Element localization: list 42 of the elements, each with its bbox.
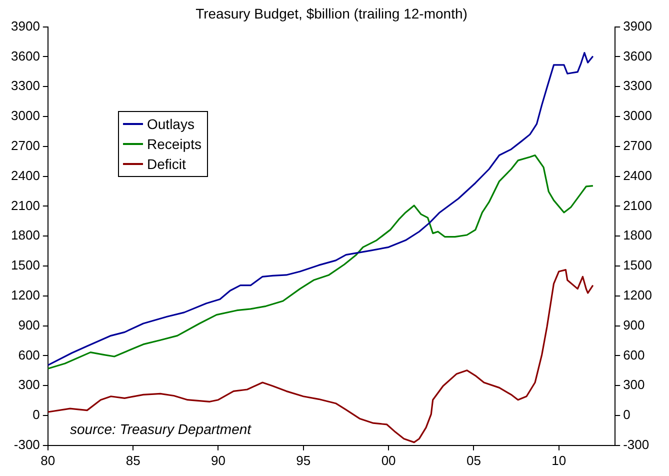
y-tick-label: 3600 (11, 48, 40, 64)
legend-label: Receipts (147, 135, 202, 154)
y2-tick-label: 1500 (623, 258, 652, 273)
y-tick-label: 900 (18, 317, 40, 332)
y-tick-label: 3000 (11, 108, 40, 124)
y2-tick-label: 300 (623, 377, 645, 392)
y-tick-label: -300 (14, 436, 40, 452)
chart-title: Treasury Budget, $billion (trailing 12-month) (196, 5, 468, 22)
y-tick-label: 300 (18, 377, 40, 392)
y2-tick-label: 1200 (623, 287, 652, 302)
y2-tick-label: 3600 (623, 48, 652, 64)
x-tick-label: 05 (466, 452, 481, 468)
x-tick-label: 90 (211, 452, 226, 468)
y2-tick-label: 3900 (623, 18, 652, 34)
y2-tick-label: -300 (623, 436, 650, 452)
y-tick-label: 3300 (11, 78, 40, 94)
y-tick-label: 2700 (11, 138, 40, 153)
legend-label: Deficit (147, 155, 186, 174)
y2-tick-label: 1800 (623, 228, 652, 243)
y-tick-label: 2400 (11, 168, 40, 183)
y2-tick-label: 2700 (623, 138, 652, 153)
legend-label: Outlays (147, 115, 194, 134)
x-tick-label: 00 (381, 452, 396, 468)
annotation: source: Treasury Department (70, 421, 252, 437)
y-tick-label: 1200 (11, 287, 40, 302)
y2-tick-label: 3300 (623, 78, 652, 94)
y2-tick-label: 900 (623, 317, 645, 332)
y-tick-label: 1500 (11, 258, 40, 273)
y-tick-label: 2100 (11, 198, 40, 213)
y-tick-label: 1800 (11, 228, 40, 243)
y2-tick-label: 2100 (623, 198, 652, 213)
y-tick-label: 600 (18, 347, 40, 362)
x-tick-label: 80 (40, 452, 56, 468)
x-tick-label: 95 (296, 452, 311, 468)
y2-tick-label: 600 (623, 347, 645, 362)
y-tick-label: 0 (32, 407, 40, 422)
y2-tick-label: 2400 (623, 168, 652, 183)
y2-tick-label: 3000 (623, 108, 652, 124)
x-tick-label: 85 (126, 452, 140, 468)
x-tick-label: 10 (552, 452, 566, 468)
y-tick-label: 3900 (11, 18, 40, 34)
y2-tick-label: 0 (623, 407, 630, 422)
